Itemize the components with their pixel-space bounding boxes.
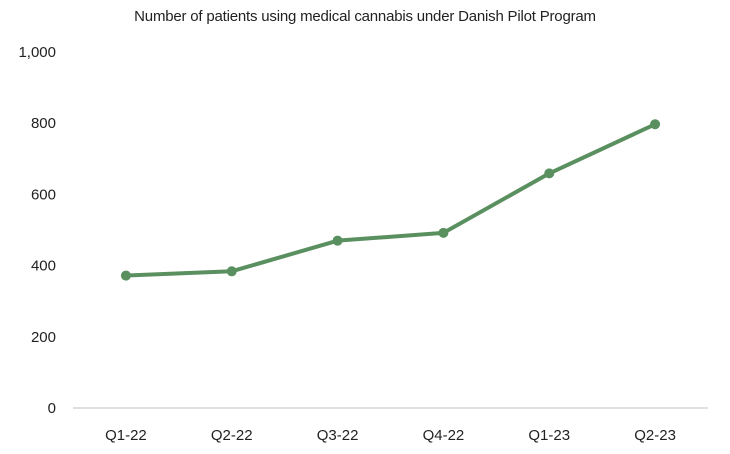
x-tick-label: Q1-23 bbox=[528, 427, 570, 444]
data-point bbox=[544, 168, 555, 179]
x-tick-label: Q2-22 bbox=[211, 427, 253, 444]
y-axis: 0 200 400 600 800 1,000 bbox=[18, 44, 56, 417]
x-axis: Q1-22 Q2-22 Q3-22 Q4-22 Q1-23 Q2-23 bbox=[105, 427, 676, 444]
data-points bbox=[120, 119, 661, 281]
chart-title: Number of patients using medical cannabi… bbox=[134, 8, 596, 25]
x-tick-label: Q4-22 bbox=[423, 427, 465, 444]
data-point bbox=[650, 119, 661, 130]
data-point bbox=[120, 270, 131, 281]
y-tick-label: 600 bbox=[31, 186, 56, 203]
x-tick-label: Q1-22 bbox=[105, 427, 147, 444]
y-tick-label: 800 bbox=[31, 115, 56, 132]
y-tick-label: 200 bbox=[31, 329, 56, 346]
x-tick-label: Q3-22 bbox=[317, 427, 359, 444]
data-point bbox=[226, 266, 237, 277]
x-tick-label: Q2-23 bbox=[634, 427, 676, 444]
data-point bbox=[438, 227, 449, 238]
data-point bbox=[332, 235, 343, 246]
y-tick-label: 400 bbox=[31, 258, 56, 275]
y-tick-label: 0 bbox=[48, 400, 56, 417]
series-line bbox=[123, 122, 658, 278]
y-tick-label: 1,000 bbox=[18, 44, 56, 61]
